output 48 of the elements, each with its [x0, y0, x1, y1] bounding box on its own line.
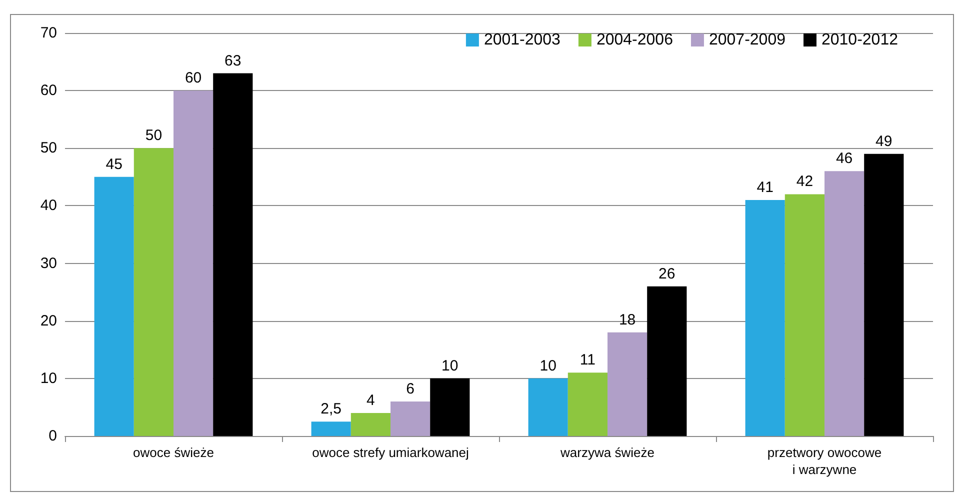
- data-label: 50: [145, 127, 162, 144]
- y-tick-label: 10: [40, 370, 57, 387]
- y-tick-label: 30: [40, 254, 57, 272]
- data-label: 6: [406, 380, 414, 398]
- y-tick-label: 0: [48, 428, 57, 444]
- bar: [745, 200, 785, 436]
- legend-label: 2001-2003: [484, 32, 561, 48]
- y-tick-label: 70: [40, 24, 57, 42]
- data-label: 46: [836, 150, 853, 168]
- data-label: 26: [658, 265, 676, 282]
- y-tick-label: 20: [40, 312, 57, 330]
- data-label: 41: [756, 178, 774, 196]
- legend-label: 2007-2009: [708, 32, 786, 48]
- x-tick-label: owoce strefy umiarkowanej: [312, 445, 469, 460]
- data-label: 45: [106, 156, 122, 173]
- data-label: 4: [366, 392, 375, 409]
- bar: [134, 148, 174, 436]
- bar: [824, 171, 864, 436]
- y-tick-label: 60: [40, 82, 57, 100]
- bar: [528, 378, 568, 436]
- y-tick-label: 50: [40, 140, 57, 157]
- data-label: 2,5: [320, 400, 342, 418]
- data-label: 42: [796, 173, 814, 190]
- bar: [784, 194, 824, 436]
- data-label: 18: [618, 311, 636, 328]
- bar: [864, 154, 904, 436]
- y-tick-label: 40: [40, 197, 57, 214]
- legend-label: 2004-2006: [596, 32, 674, 48]
- x-tick-label: owoce świeże: [133, 445, 214, 460]
- data-label: 11: [580, 352, 596, 369]
- bar: [350, 412, 390, 436]
- data-label: 10: [540, 357, 556, 374]
- bar: [647, 286, 687, 436]
- data-label: 49: [876, 132, 892, 150]
- bar: [94, 176, 134, 436]
- bar: [608, 332, 648, 436]
- bar: [568, 372, 608, 436]
- bar: [430, 378, 470, 436]
- legend-label: 2010-2012: [821, 32, 898, 48]
- data-label: 10: [442, 357, 458, 374]
- bar: [174, 90, 214, 436]
- bar: [213, 73, 253, 436]
- data-label: 60: [184, 70, 202, 87]
- bar: [390, 401, 430, 436]
- x-tick-label: warzywa świeże: [560, 445, 654, 460]
- bar: [311, 422, 351, 436]
- x-tick-label: przetwory owocowe i warzywne: [767, 445, 882, 477]
- data-label: 63: [224, 52, 242, 70]
